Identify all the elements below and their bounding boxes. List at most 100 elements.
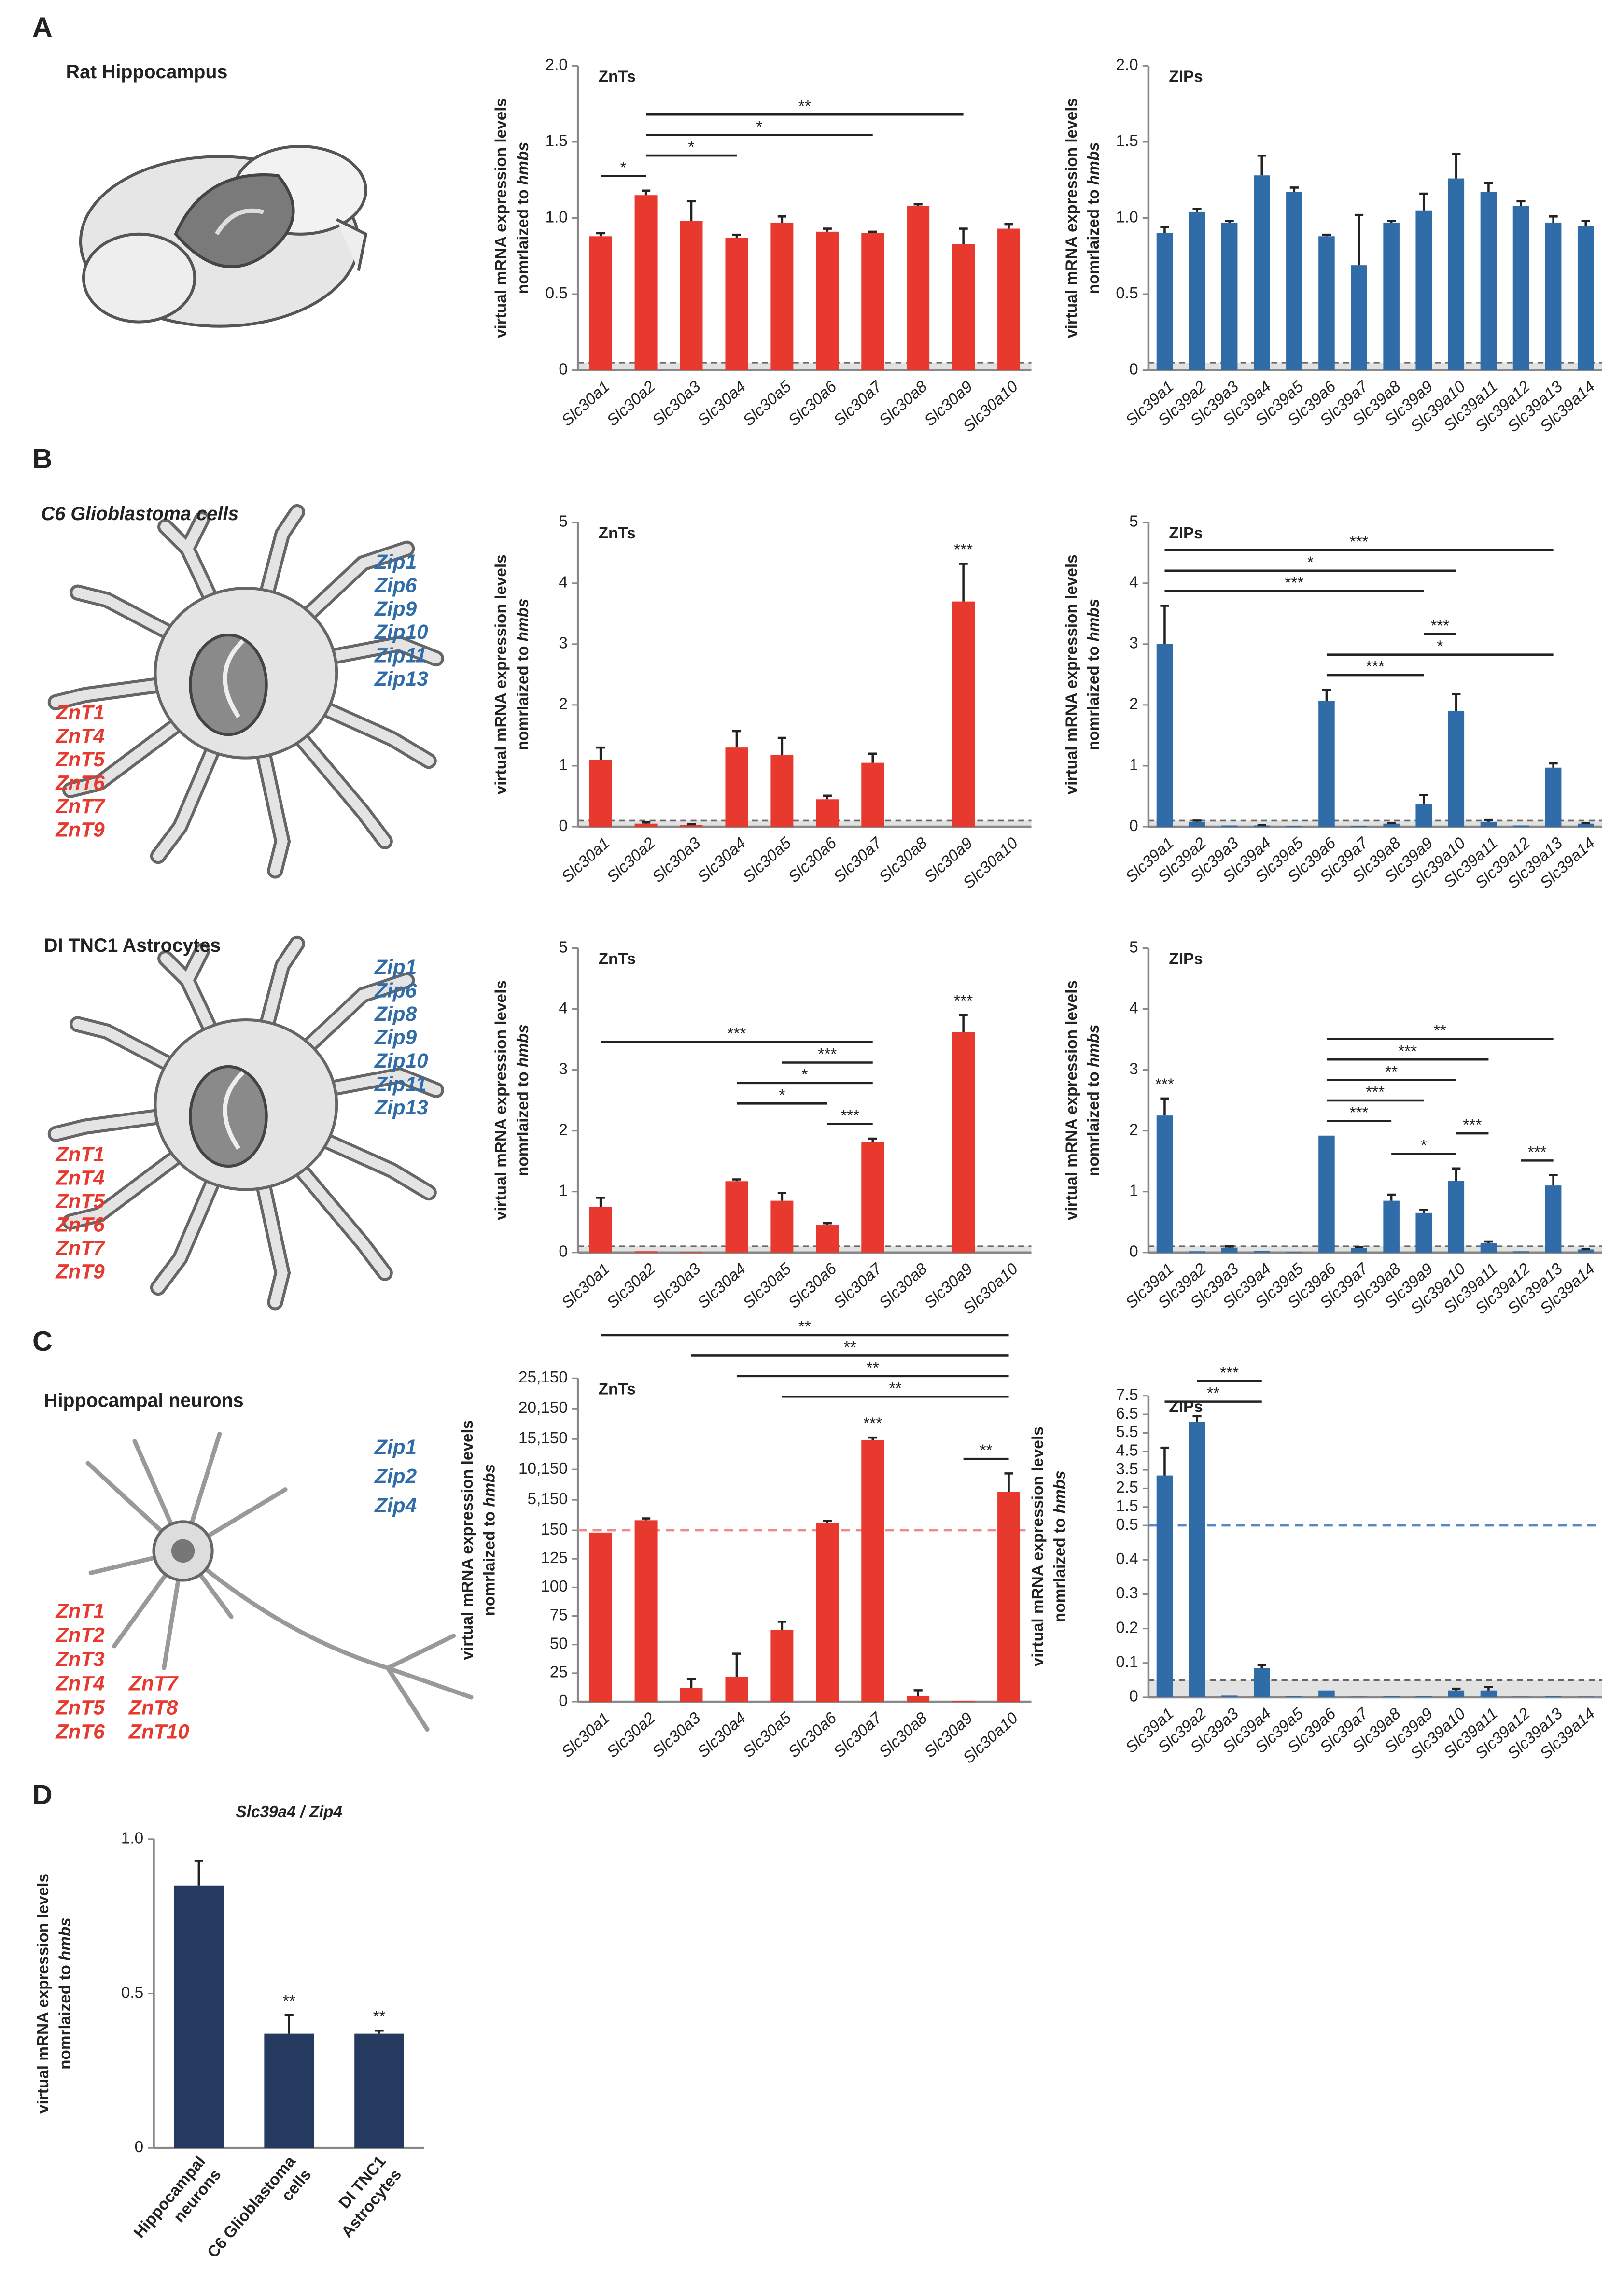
bar — [1253, 1668, 1270, 1697]
error-bar — [959, 1014, 968, 1032]
bar — [1318, 236, 1335, 370]
y-tick-label: 0 — [1129, 1243, 1138, 1261]
y-tick-label: 0 — [1129, 1688, 1138, 1706]
y-axis-label: virtual mRNA expression levels nomrlaized… — [1029, 1426, 1068, 1666]
error-bar — [913, 1689, 923, 1696]
y-tick-label: 0 — [1129, 817, 1138, 835]
y-tick-label: 2 — [1129, 695, 1138, 713]
y-tick-label: 3.5 — [1116, 1460, 1138, 1478]
significance-label: *** — [1366, 1084, 1385, 1101]
significance-label: ** — [283, 1992, 295, 2010]
x-tick-label: Slc30a7 — [830, 1259, 886, 1312]
error-bar — [777, 215, 786, 223]
bar — [1545, 1696, 1562, 1697]
y-tick-label: 1 — [1129, 756, 1138, 774]
x-tick-label: Slc30a8 — [876, 834, 931, 886]
error-bar — [868, 1137, 877, 1142]
error-bar — [1452, 153, 1461, 179]
significance-label: *** — [1285, 574, 1303, 592]
significance-label: * — [801, 1066, 808, 1084]
y-tick-label: 0.3 — [1116, 1584, 1138, 1602]
x-tick-label: Slc30a2 — [603, 834, 659, 886]
y-tick-label: 5 — [1129, 938, 1138, 956]
y-tick-label: 5.5 — [1116, 1423, 1138, 1441]
bar — [1253, 825, 1270, 827]
chart-title: ZnTs — [599, 950, 636, 968]
y-tick-label: 5 — [559, 513, 568, 531]
y-label-italic: hmbs — [480, 1464, 498, 1507]
y-tick-label: 5 — [1129, 513, 1138, 531]
y-tick-label: 1.5 — [1116, 132, 1138, 150]
y-label-italic: hmbs — [514, 599, 532, 642]
gene-label: Zip1 — [374, 550, 417, 573]
error-bar — [596, 1197, 605, 1207]
threshold-band — [1148, 362, 1602, 370]
y-tick-label: 1 — [1129, 1182, 1138, 1200]
significance-label: *** — [954, 541, 973, 559]
bar — [589, 760, 612, 827]
y-axis-label: virtual mRNA expression levels nomrlaized… — [1063, 554, 1102, 794]
bar — [952, 1701, 975, 1702]
error-bar — [1484, 182, 1493, 192]
bar — [770, 1200, 794, 1253]
x-tick-label: Slc30a3 — [649, 834, 704, 886]
y-label-line: virtual mRNA expression levels — [34, 1874, 52, 2114]
error-bar — [686, 823, 696, 826]
error-bar — [641, 1517, 651, 1521]
bar — [1415, 1212, 1432, 1253]
bar — [861, 1142, 884, 1253]
gene-label: Zip2 — [374, 1465, 417, 1488]
y-tick-label: 0.5 — [1116, 1516, 1138, 1534]
bar — [1383, 1200, 1400, 1253]
y-tick-label: 0.5 — [1116, 284, 1138, 302]
y-tick-label: 0.2 — [1116, 1619, 1138, 1636]
y-tick-label: 3 — [559, 634, 568, 652]
x-tick-label: Slc30a6 — [785, 1709, 840, 1761]
error-bar — [1387, 1193, 1396, 1201]
error-bar — [823, 227, 832, 232]
y-tick-label: 150 — [541, 1521, 568, 1538]
gene-label: ZnT9 — [55, 818, 105, 841]
gene-label: ZnT7 — [55, 1237, 106, 1259]
bar — [680, 1252, 703, 1253]
gene-label: Zip10 — [374, 1049, 428, 1072]
significance-label: ** — [798, 98, 811, 115]
chart: 0 0.1 0.2 0.3 0.4 0.51.52.53.54.55.56.57.5 vir… — [1029, 1364, 1602, 1763]
y-tick-label: 0 — [559, 1692, 568, 1710]
x-tick-label: Slc30a4 — [694, 1260, 749, 1312]
x-tick-label: Slc30a4 — [694, 834, 749, 886]
error-bar — [1387, 220, 1396, 223]
gene-label: ZnT6 — [55, 1720, 105, 1743]
bar — [952, 244, 975, 370]
y-label-line: nomrlaized to — [1085, 1072, 1103, 1176]
chart-title: ZIPs — [1169, 950, 1203, 968]
y-label-line: nomrlaized to — [1085, 189, 1103, 294]
bar — [861, 233, 884, 370]
x-tick-label: Slc30a5 — [740, 1709, 795, 1761]
bar — [634, 1520, 658, 1702]
bar — [770, 755, 794, 827]
y-tick-label: 100 — [541, 1578, 568, 1595]
gene-label: Zip10 — [374, 620, 428, 643]
panel-label: D — [32, 1779, 53, 1810]
bar — [1189, 1251, 1205, 1253]
error-bar — [1160, 605, 1169, 644]
bar — [1221, 222, 1238, 370]
y-tick-label: 2 — [1129, 1121, 1138, 1139]
y-axis-label: virtual mRNA expression levels nomrlaized… — [459, 1420, 498, 1660]
y-tick-label: 2 — [559, 1121, 568, 1139]
x-tick-label: Slc30a4 — [694, 1709, 749, 1761]
significance-label: ** — [1385, 1063, 1398, 1081]
bar — [770, 1629, 794, 1702]
bar — [907, 1696, 930, 1702]
bar — [1577, 1249, 1594, 1253]
y-tick-label: 50 — [550, 1635, 568, 1653]
bar — [589, 1207, 612, 1253]
bar — [1189, 821, 1205, 827]
bar — [1189, 211, 1205, 370]
y-label-line: virtual mRNA expression levels — [1063, 554, 1080, 794]
